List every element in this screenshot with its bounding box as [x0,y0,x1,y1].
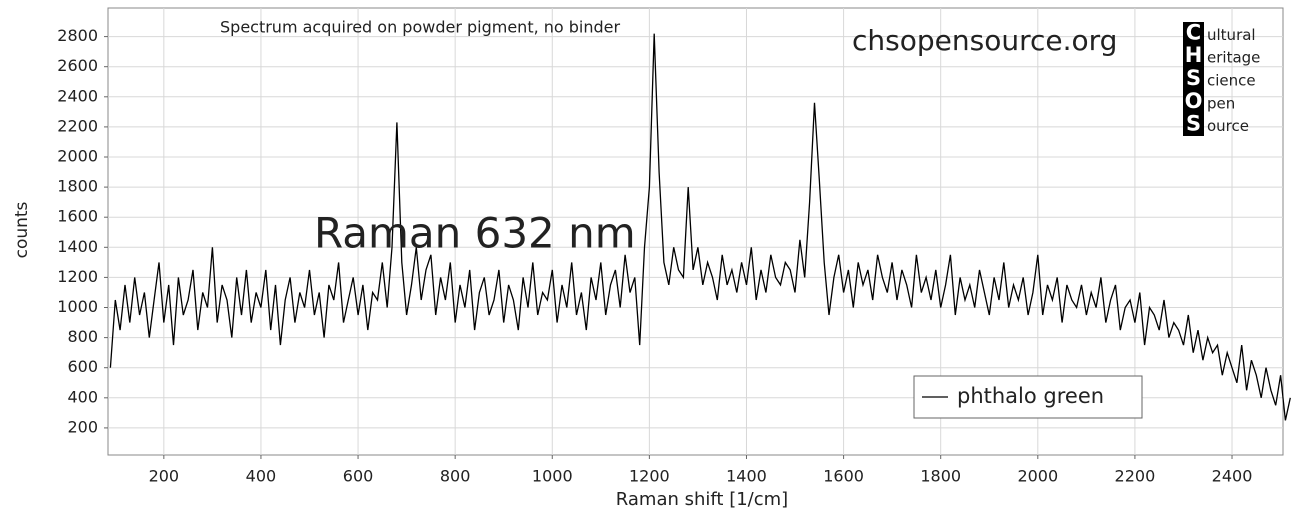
logo-word: pen [1207,94,1235,112]
y-tick-label: 1800 [57,177,98,196]
y-tick-label: 2800 [57,26,98,45]
x-tick-label: 1800 [920,467,961,486]
logo-word: ultural [1207,26,1256,44]
x-tick-label: 1200 [629,467,670,486]
logo-letter: S [1186,66,1201,90]
logo-word: eritage [1207,49,1260,67]
logo-letter: O [1185,89,1203,113]
x-tick-label: 2400 [1212,467,1253,486]
y-tick-label: 800 [67,327,98,346]
legend-box [913,375,1143,419]
watermark: chsopensource.org [852,24,1117,57]
x-tick-label: 1600 [823,467,864,486]
y-tick-label: 200 [67,417,98,436]
x-axis-label: Raman shift [1/cm] [616,489,788,510]
chart-title: Spectrum acquired on powder pigment, no … [220,18,621,37]
x-tick-label: 400 [246,467,277,486]
x-tick-label: 1000 [532,467,573,486]
y-tick-label: 600 [67,357,98,376]
y-tick-label: 2000 [57,147,98,166]
legend-label: phthalo green [957,384,1104,408]
y-tick-label: 1600 [57,207,98,226]
x-tick-label: 800 [440,467,471,486]
y-axis-label: counts [12,201,32,258]
x-tick-label: 600 [343,467,374,486]
y-tick-label: 400 [67,387,98,406]
x-tick-label: 200 [149,467,180,486]
y-tick-label: 1000 [57,297,98,316]
logo-word: cience [1207,72,1256,90]
y-tick-label: 2600 [57,56,98,75]
y-tick-label: 1200 [57,267,98,286]
y-tick-label: 2200 [57,116,98,135]
y-tick-label: 2400 [57,86,98,105]
spectrum-line [109,33,1291,421]
x-tick-label: 1400 [726,467,767,486]
annotation: Raman 632 nm [314,209,636,258]
logo-letter: S [1186,112,1201,136]
logo-letter: H [1185,43,1203,67]
x-tick-label: 2200 [1115,467,1156,486]
logo-bar [1183,22,1204,136]
logo-word: ource [1207,117,1249,135]
y-tick-label: 1400 [57,237,98,256]
x-tick-label: 2000 [1017,467,1058,486]
logo-letter: C [1186,20,1201,44]
